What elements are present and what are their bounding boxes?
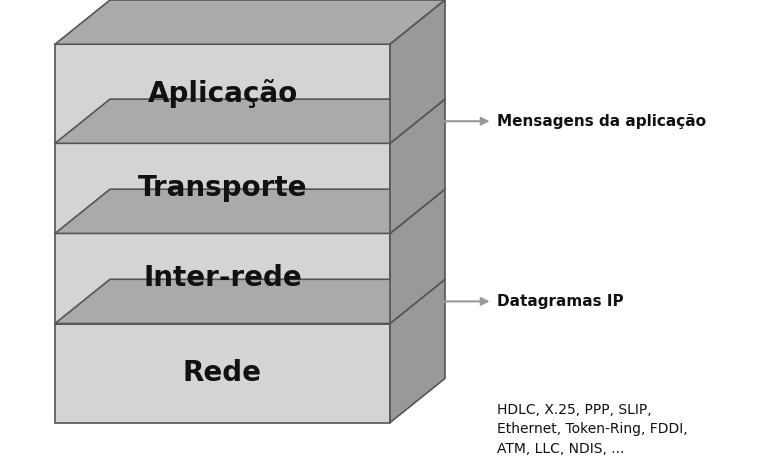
Text: HDLC, X.25, PPP, SLIP,
Ethernet, Token-Ring, FDDI,
ATM, LLC, NDIS, ...: HDLC, X.25, PPP, SLIP, Ethernet, Token-R…	[497, 402, 688, 455]
Text: Datagramas IP: Datagramas IP	[497, 294, 624, 309]
Text: Transporte: Transporte	[138, 175, 307, 202]
Polygon shape	[55, 279, 445, 323]
Polygon shape	[390, 99, 445, 234]
Polygon shape	[390, 0, 445, 143]
Polygon shape	[390, 189, 445, 323]
Polygon shape	[55, 0, 445, 44]
Polygon shape	[55, 234, 390, 323]
Polygon shape	[55, 99, 445, 143]
Text: Rede: Rede	[183, 359, 262, 387]
Text: Mensagens da aplicação: Mensagens da aplicação	[497, 114, 706, 129]
Polygon shape	[55, 44, 390, 143]
Polygon shape	[390, 279, 445, 423]
Text: Inter-rede: Inter-rede	[143, 264, 302, 292]
Polygon shape	[55, 323, 390, 423]
Polygon shape	[55, 189, 445, 234]
Text: Aplicação: Aplicação	[147, 79, 298, 108]
Polygon shape	[55, 143, 390, 234]
